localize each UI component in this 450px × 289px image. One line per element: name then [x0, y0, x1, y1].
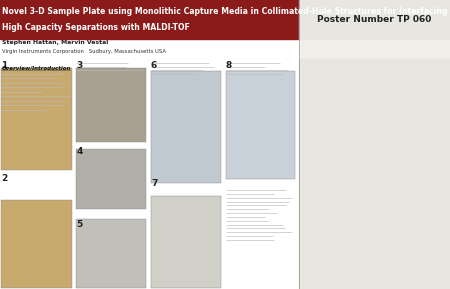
Bar — [299, 0, 450, 39]
Text: Novel 3-D Sample Plate using Monolithic Capture Media in Collimated-Hole Structu: Novel 3-D Sample Plate using Monolithic … — [2, 7, 448, 16]
Text: 5: 5 — [76, 220, 82, 229]
Bar — [1, 68, 72, 170]
Text: Stephen Hattan, Marvin Vestal: Stephen Hattan, Marvin Vestal — [2, 40, 108, 45]
Text: 8: 8 — [226, 61, 232, 70]
Text: 1: 1 — [1, 61, 8, 70]
Text: Poster Number TP 060: Poster Number TP 060 — [317, 15, 432, 24]
Bar — [0, 59, 299, 289]
Bar — [76, 149, 147, 209]
Bar — [0, 0, 299, 39]
Bar — [76, 68, 147, 142]
Bar — [0, 39, 299, 59]
Text: Overview/Introduction: Overview/Introduction — [1, 66, 71, 71]
Bar — [151, 196, 221, 288]
Text: High Capacity Separations with MALDI-TOF: High Capacity Separations with MALDI-TOF — [2, 23, 190, 32]
Bar — [299, 59, 450, 289]
Bar — [151, 71, 221, 183]
Bar — [1, 200, 72, 288]
Text: 2: 2 — [1, 174, 8, 183]
Text: 7: 7 — [151, 179, 158, 188]
Text: 6: 6 — [151, 61, 157, 70]
Text: 3: 3 — [76, 61, 82, 70]
Text: Virgin Instruments Corporation   Sudbury, Massachusetts USA: Virgin Instruments Corporation Sudbury, … — [2, 49, 166, 54]
Text: 4: 4 — [76, 147, 82, 155]
Bar — [226, 71, 295, 179]
Bar — [76, 219, 147, 288]
